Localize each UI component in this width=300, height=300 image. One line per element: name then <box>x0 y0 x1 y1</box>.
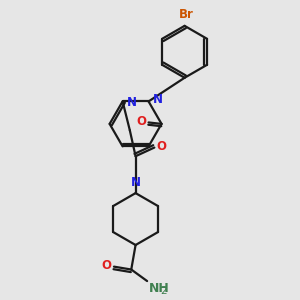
Text: O: O <box>157 140 166 153</box>
Text: N: N <box>127 96 137 110</box>
Text: O: O <box>102 259 112 272</box>
Text: N: N <box>130 176 141 189</box>
Text: Br: Br <box>178 8 194 21</box>
Text: N: N <box>153 94 163 106</box>
Text: NH: NH <box>148 283 169 296</box>
Text: O: O <box>136 115 146 128</box>
Text: 2: 2 <box>160 286 167 296</box>
